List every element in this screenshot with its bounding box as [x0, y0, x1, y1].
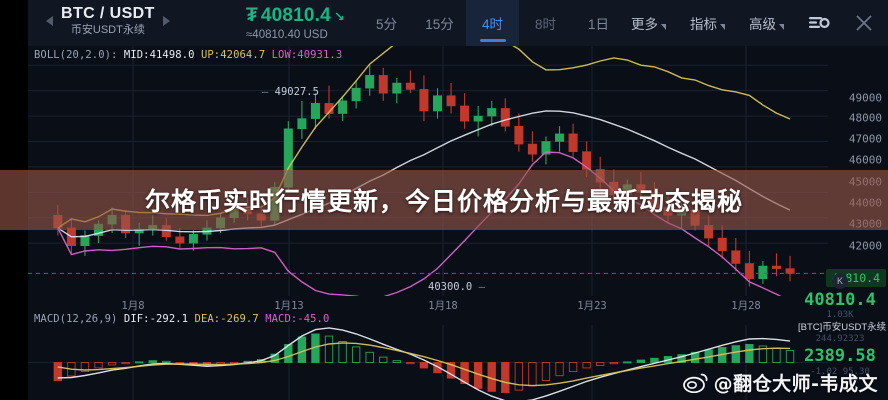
price-tick-label: 42000 — [848, 239, 882, 253]
tab-4h[interactable]: 4时 — [466, 0, 519, 46]
price-tick-label: 46000 — [848, 153, 882, 167]
symbol-name: BTC / USDT — [61, 5, 155, 22]
overlay-symbol: [BTC]币安USDT永续 — [798, 322, 887, 333]
boll-low: LOW:40931.3 — [271, 49, 343, 61]
period-high-annotation: — 49027.5 — [262, 86, 319, 98]
overlay-faint-1: 244.92323 — [815, 334, 865, 344]
overlay-price: 40810.4 — [804, 290, 876, 310]
macd-value: MACD:-45.0 — [265, 313, 330, 325]
time-tick-label: 1月18 — [428, 300, 458, 312]
tab-8h[interactable]: 8时 — [534, 17, 556, 32]
time-axis: 1月8 1月13 1月18 1月23 1月28 — [28, 296, 828, 312]
period-low-value: 40300.0 — [428, 281, 473, 293]
time-tick-label: 1月8 — [121, 300, 145, 312]
price-down-arrow-icon: ↘ — [333, 9, 345, 24]
watermark-text: @翻仓大师-韦成文 — [713, 373, 878, 395]
currency-prefix: ₮ — [246, 5, 258, 26]
overlay-volume: 2389.58 — [804, 346, 876, 366]
macd-dea: DEA:-269.7 — [194, 313, 259, 325]
menu-more[interactable]: 更多 — [631, 13, 666, 33]
macd-chart[interactable] — [28, 325, 828, 400]
macd-dif: DIF:-292.1 — [123, 313, 189, 325]
boll-up: UP:42064.7 — [200, 49, 266, 61]
tab-15m[interactable]: 15分 — [425, 17, 454, 32]
quote-overlay: K 40810.4 1.03K [BTC]币安USDT永续 244.92323 … — [798, 273, 887, 378]
macd-legend: MACD(12,26,9) DIF:-292.1 DEA:-269.7 MACD… — [34, 313, 329, 325]
time-tick-label: 1月13 — [274, 300, 304, 312]
boll-legend: BOLL(20,2.0): MID:41498.0 UP:42064.7 LOW… — [34, 49, 342, 61]
chevron-down-icon — [661, 24, 666, 30]
tab-1d[interactable]: 1日 — [587, 17, 609, 32]
k-badge: K — [832, 273, 848, 289]
last-price-value: 40810.4 — [260, 5, 331, 26]
boll-mid: MID:41498.0 — [123, 49, 195, 61]
period-low-annotation: 40300.0 — — [428, 281, 485, 293]
watermark: @翻仓大师-韦成文 — [682, 369, 878, 396]
triangle-left-icon[interactable] — [46, 15, 53, 26]
menu-advanced-label: 高级 — [749, 17, 776, 32]
menu-more-label: 更多 — [631, 17, 658, 32]
last-price: ₮ 40810.4 ↘ — [246, 5, 345, 28]
price-tick-label: 47000 — [848, 132, 882, 146]
close-icon[interactable] — [854, 13, 874, 33]
price-tick-label: 48000 — [848, 111, 882, 125]
tab-5m[interactable]: 5分 — [375, 17, 397, 32]
menu-advanced[interactable]: 高级 — [749, 13, 784, 33]
header-menu: 更多 指标 高级 — [631, 0, 874, 46]
overlay-faint-2: -1.02 95.30 — [810, 367, 870, 377]
overlay-title-band: 尔格币实时行情更新，今日价格分析与最新动态揭秘 — [0, 170, 888, 230]
price-approx-usd: ≈40810.40 USD — [246, 29, 328, 41]
time-tick-label: 1月23 — [577, 300, 607, 312]
chart-header: BTC / USDT 币安USDT永续 ₮ 40810.4 ↘ ≈40810.40… — [28, 0, 888, 46]
chevron-down-icon — [779, 24, 784, 30]
weibo-icon — [682, 372, 709, 393]
settings-sliders-icon[interactable] — [808, 14, 830, 32]
price-tick-label: 49000 — [848, 91, 882, 105]
menu-indicators[interactable]: 指标 — [690, 13, 725, 33]
menu-indicators-label: 指标 — [690, 17, 717, 32]
overlay-volume-faint: 1.03K — [826, 310, 854, 320]
triangle-right-icon[interactable] — [162, 15, 170, 26]
chevron-down-icon — [720, 24, 725, 30]
symbol-selector[interactable]: BTC / USDT 币安USDT永续 — [46, 4, 170, 37]
period-high-value: 49027.5 — [274, 86, 319, 98]
symbol-subtitle: 币安USDT永续 — [70, 24, 145, 36]
boll-name: BOLL(20,2.0): — [34, 49, 118, 61]
page-title: 尔格币实时行情更新，今日价格分析与最新动态揭秘 — [144, 187, 743, 216]
timeframe-tabs: 5分 15分 4时 8时 1日 — [360, 0, 625, 46]
macd-name: MACD(12,26,9) — [34, 313, 118, 325]
price-display: ₮ 40810.4 ↘ ≈40810.40 USD — [246, 5, 345, 43]
time-tick-label: 1月28 — [731, 300, 761, 312]
